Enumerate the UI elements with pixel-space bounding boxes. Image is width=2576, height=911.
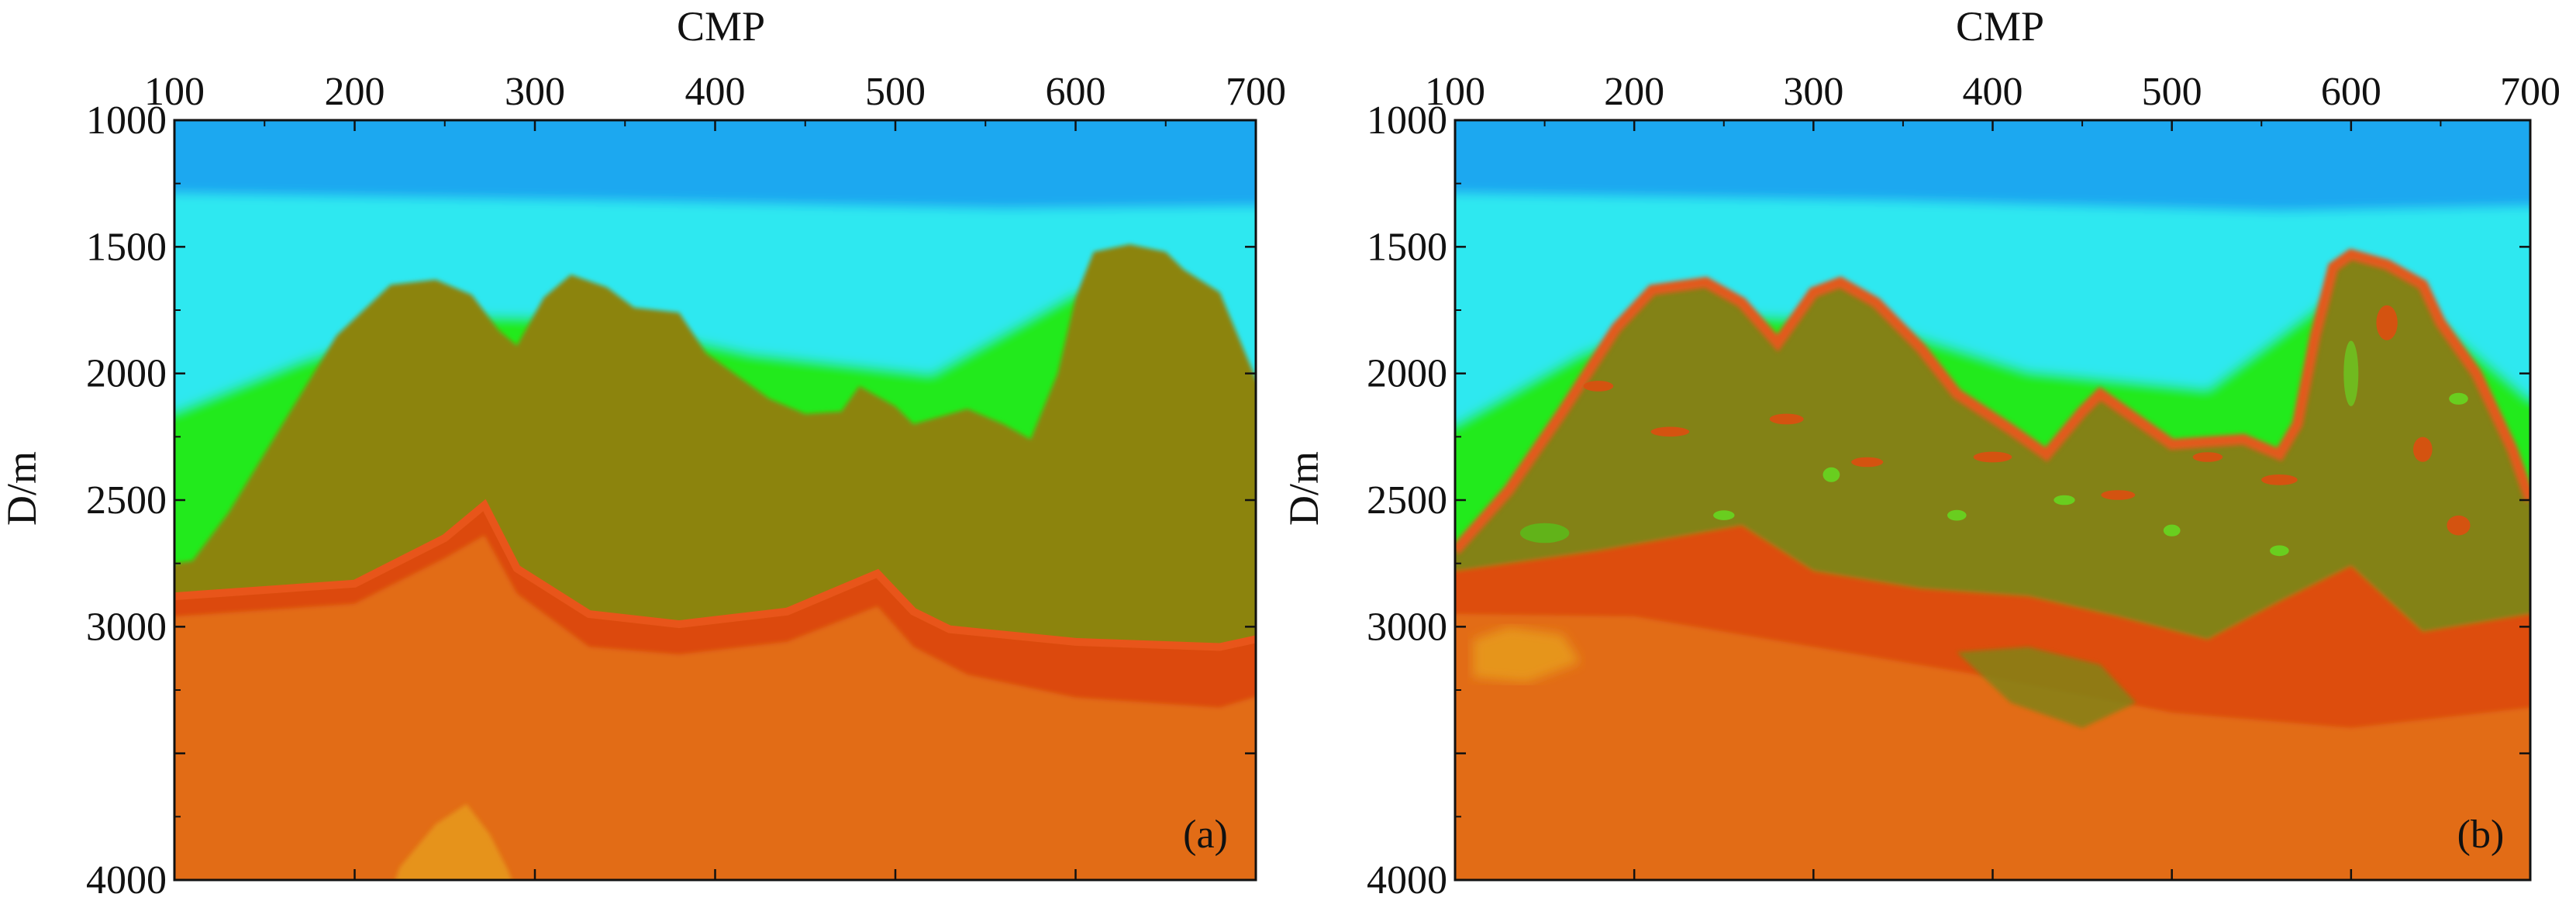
model-detail-a (174, 499, 1256, 880)
x-axis-title-b: CMP (1956, 3, 2044, 50)
panel-label-b: (b) (2457, 813, 2505, 857)
x-tick-label: 700 (2500, 70, 2560, 114)
x-tick-label: 300 (1783, 70, 1843, 114)
model-fleck (2101, 490, 2136, 500)
model-fleck (2192, 452, 2223, 462)
y-axis-title-b: D/m (1281, 451, 1327, 526)
y-tick-label: 1500 (86, 225, 167, 269)
model-fleck (2054, 495, 2075, 506)
x-tick-label: 400 (1963, 70, 2023, 114)
model-fleck (1713, 510, 1735, 520)
y-tick-label: 2500 (86, 478, 167, 523)
x-tick-label: 600 (2321, 70, 2381, 114)
panel-a: 100 200 300 400 500 600 700 1000 1500 2000 2500 300… (0, 3, 1286, 902)
model-fleck (2343, 340, 2359, 406)
velocity-model-a (174, 120, 1256, 880)
model-fleck (2270, 545, 2289, 557)
model-fleck (2163, 524, 2181, 537)
x-tick-label: 100 (144, 70, 205, 114)
y-tick-label: 1000 (1367, 98, 1447, 143)
y-tick-label: 1000 (86, 98, 167, 143)
y-axis-title-a: D/m (0, 451, 45, 526)
model-fleck (1650, 426, 1690, 437)
model-fleck (2261, 474, 2298, 485)
deep-orange-layer (174, 535, 1256, 880)
model-fleck (2447, 515, 2471, 536)
model-detail-b (1455, 248, 2530, 728)
velocity-model-b (1455, 120, 2530, 880)
model-fleck (2449, 392, 2468, 405)
model-fleck (2413, 437, 2433, 462)
panel-b: 100 200 300 400 500 600 700 1000 1500 2000 2500 300… (1281, 3, 2560, 902)
model-fleck (1519, 523, 1570, 543)
x-tick-label: 500 (2142, 70, 2202, 114)
panel-label-a: (a) (1183, 813, 1228, 857)
x-tick-label: 200 (325, 70, 385, 114)
y-tick-label: 4000 (86, 858, 167, 902)
x-tick-label: 200 (1604, 70, 1664, 114)
model-fleck (1823, 467, 1840, 482)
model-fleck (1851, 457, 1884, 468)
bright-orange-spot (1473, 626, 1581, 683)
x-tick-label: 100 (1425, 70, 1485, 114)
y-tick-label: 2000 (1367, 352, 1447, 396)
model-fleck (2376, 305, 2398, 340)
y-tick-label: 4000 (1367, 858, 1447, 902)
y-tick-label: 2500 (1367, 478, 1447, 523)
y-tick-label: 3000 (1367, 605, 1447, 649)
model-fleck (1973, 451, 2012, 463)
tick-marks-a: 100 200 300 400 500 600 700 1000 1500 2000 2500 300… (86, 70, 1286, 902)
x-tick-label: 400 (685, 70, 746, 114)
x-tick-label: 300 (505, 70, 565, 114)
x-tick-label: 500 (865, 70, 926, 114)
tick-marks-b: 100 200 300 400 500 600 700 1000 1500 2000 2500 300… (1367, 70, 2560, 902)
salt-top-rim (1455, 248, 2530, 554)
x-tick-label: 700 (1226, 70, 1286, 114)
salt-fragment (1957, 647, 2136, 728)
model-fleck (1769, 413, 1804, 425)
deep-orange-layer (1455, 614, 2530, 880)
bright-orange-spot (395, 804, 512, 880)
x-axis-title-a: CMP (677, 3, 765, 50)
model-fleck (1947, 509, 1967, 521)
y-tick-label: 2000 (86, 352, 167, 396)
y-tick-label: 3000 (86, 605, 167, 649)
model-fleck (1583, 381, 1614, 392)
y-tick-label: 1500 (1367, 225, 1447, 269)
salt-base-rim (174, 499, 1256, 651)
x-tick-label: 600 (1046, 70, 1106, 114)
